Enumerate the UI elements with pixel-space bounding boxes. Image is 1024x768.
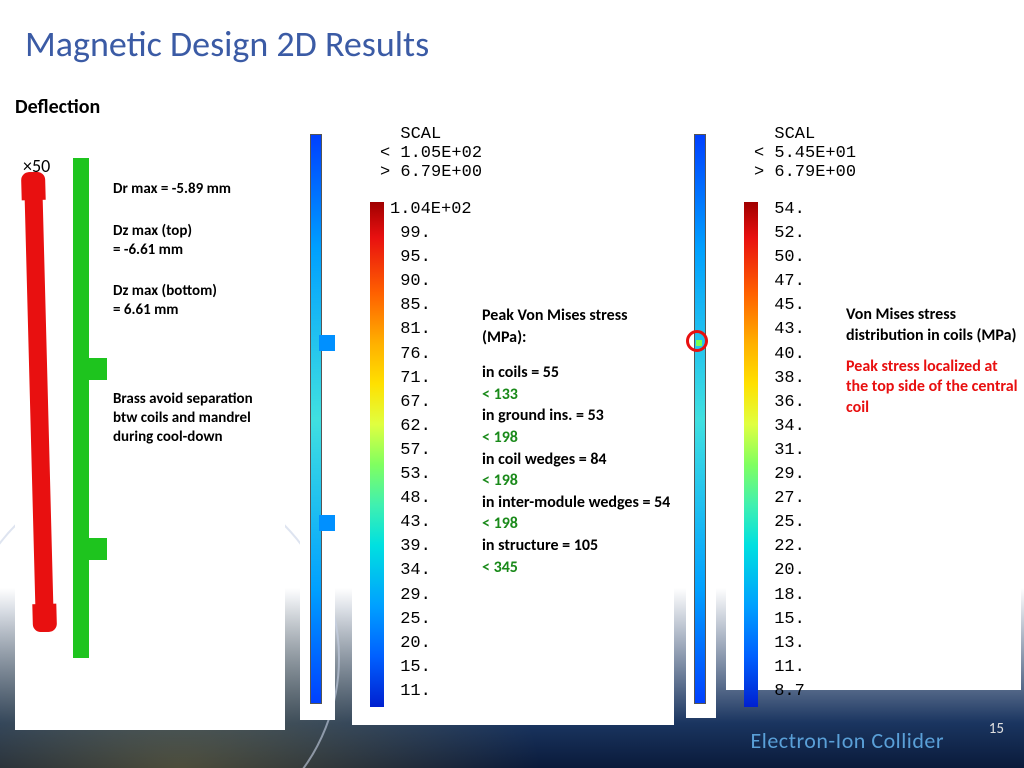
dz-top-label: Dz max (top) = -6.61 mm <box>113 222 192 260</box>
deflection-panel: ×50 Dr max = -5.89 mm Dz max (top) = -6.… <box>15 130 285 730</box>
scale2-colorbar <box>744 202 758 707</box>
page-number: 15 <box>989 720 1004 738</box>
scale2-header: SCAL < 5.45E+01 > 6.79E+00 <box>754 125 856 182</box>
peak-stress-marker-icon <box>686 330 708 352</box>
von-mises-text: Peak Von Mises stress (MPa):in coils = 5… <box>482 305 672 578</box>
mandrel-outline <box>73 158 89 658</box>
footer-brand: Electron-Ion Collider <box>751 727 944 754</box>
peak-stress-note: Peak stress localized at the top side of… <box>846 357 1018 419</box>
dr-max-label: Dr max = -5.89 mm <box>113 180 231 199</box>
slide-title: Magnetic Design 2D Results <box>25 22 429 66</box>
scale1-colorbar <box>370 202 384 707</box>
scale1-header: SCAL < 1.05E+02 > 6.79E+00 <box>380 125 482 182</box>
slide-subtitle: Deflection <box>15 95 100 119</box>
scale2-ticks: 54. 52. 50. 47. 45. 43. 40. 38. 36. 34. … <box>764 198 805 704</box>
coils-dist-label: Von Mises stress distribution in coils (… <box>846 305 1018 347</box>
scale1-ticks: 1.04E+02 99. 95. 90. 85. 81. 76. 71. 67.… <box>390 198 472 704</box>
scale2-panel: SCAL < 5.45E+01 > 6.79E+00 54. 52. 50. 4… <box>726 120 1021 690</box>
dz-bottom-label: Dz max (bottom) = 6.61 mm <box>113 282 217 320</box>
deflected-outline <box>24 172 54 632</box>
brass-note: Brass avoid separation btw coils and man… <box>113 390 273 446</box>
sim-bar-mid <box>694 134 706 704</box>
sim-bar-left <box>310 134 322 704</box>
scale1-panel: SCAL < 1.05E+02 > 6.79E+00 1.04E+02 99. … <box>352 120 674 725</box>
right-text-block: Von Mises stress distribution in coils (… <box>846 305 1018 419</box>
sim-bar-left-panel <box>300 130 335 720</box>
sim-bar-mid-panel <box>686 130 716 718</box>
